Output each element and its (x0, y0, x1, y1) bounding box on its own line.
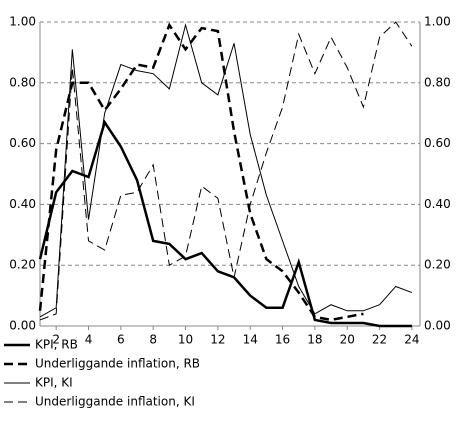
x-tick-label: 2 (52, 333, 60, 347)
x-tick-label: 6 (117, 333, 125, 347)
y2-tick-label: 0.20 (424, 258, 451, 272)
legend-label: KPI, RB (35, 338, 78, 352)
x-tick-label: 20 (340, 333, 355, 347)
y2-tick-label: 1.00 (424, 15, 451, 29)
x-tick-label: 22 (372, 333, 387, 347)
y2-tick-label: 0.40 (424, 197, 451, 211)
series-line (39, 21, 413, 321)
x-tick-label: 16 (275, 333, 290, 347)
x-tick-label: 18 (307, 333, 322, 347)
y2-tick-label: 0.00 (424, 319, 451, 333)
x-tick-label: 24 (404, 333, 419, 347)
series-line (39, 23, 413, 318)
y-tick-label: 0.80 (9, 75, 36, 89)
legend-label: Underliggande inflation, RB (35, 357, 200, 371)
y-tick-label: 0.40 (9, 197, 36, 211)
y-tick-label: 0.60 (9, 136, 36, 150)
series-line (38, 119, 412, 328)
x-tick-label: 12 (210, 333, 225, 347)
y-tick-label: 0.00 (9, 319, 36, 333)
y-tick-label: 0.20 (9, 258, 36, 272)
x-tick-label: 14 (243, 333, 258, 347)
legend-label: Underliggande inflation, KI (35, 395, 195, 409)
series-line (38, 22, 364, 322)
y2-tick-label: 0.60 (424, 136, 451, 150)
legend-label: KPI, KI (35, 376, 73, 390)
x-tick-label: 8 (149, 333, 157, 347)
y2-tick-label: 0.80 (424, 75, 451, 89)
x-tick-label: 4 (85, 333, 93, 347)
y-tick-label: 1.00 (9, 15, 36, 29)
x-tick-label: 10 (178, 333, 193, 347)
